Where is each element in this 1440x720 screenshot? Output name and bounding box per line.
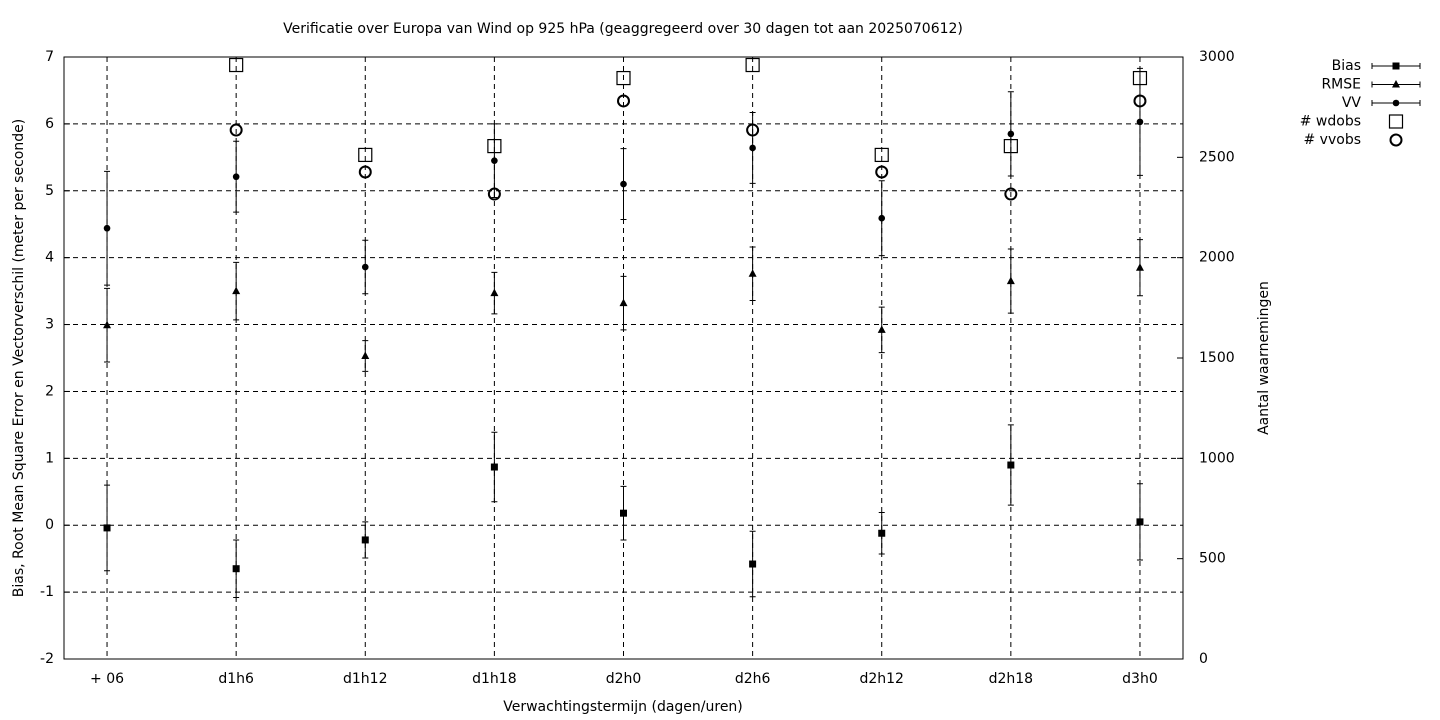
y2-tick-label: 500 (1199, 551, 1226, 567)
legend-label: RMSE (1321, 77, 1361, 93)
x-axis-label: Verwachtingstermijn (dagen/uren) (503, 699, 743, 715)
marker-square (232, 565, 240, 573)
x-tick-label: d1h18 (472, 671, 516, 687)
y-tick-label: -1 (40, 584, 54, 600)
marker-square (620, 509, 627, 517)
y-axis-label: Bias, Root Mean Square Error en Vectorve… (11, 119, 27, 597)
y2-tick-label: 1500 (1199, 350, 1235, 366)
marker-open-circle (487, 187, 501, 201)
y2-tick-label: 0 (1199, 651, 1208, 667)
marker-open-square (874, 147, 889, 163)
y2-tick-label: 3000 (1199, 49, 1235, 65)
x-tick-label: + 06 (90, 671, 124, 687)
marker-triangle (232, 286, 241, 295)
x-tick-label: d2h6 (735, 671, 771, 687)
marker-square (1136, 518, 1144, 526)
marker-open-circle (1133, 94, 1147, 108)
y2-tick-label: 1000 (1199, 450, 1235, 466)
legend-marker (1389, 133, 1403, 147)
marker-circle (361, 263, 369, 271)
marker-open-square (745, 57, 760, 73)
marker-open-circle (746, 123, 760, 137)
legend-marker (1392, 62, 1400, 70)
legend-label: # wdobs (1300, 114, 1361, 130)
marker-square (749, 560, 757, 568)
marker-open-circle (229, 123, 243, 137)
marker-open-circle (358, 165, 372, 179)
marker-circle (1136, 118, 1144, 126)
marker-square (878, 529, 886, 537)
marker-triangle (619, 298, 628, 307)
marker-triangle (361, 351, 370, 359)
legend-marker (1392, 80, 1400, 88)
y-tick-label: 4 (45, 250, 54, 266)
marker-triangle (1135, 263, 1144, 271)
x-tick-label: d2h0 (606, 671, 642, 687)
marker-circle (620, 180, 627, 188)
marker-circle (749, 144, 756, 152)
y-tick-label: 6 (45, 116, 54, 132)
marker-open-square (616, 70, 631, 86)
marker-square (361, 536, 369, 544)
marker-square (490, 463, 498, 471)
marker-square (103, 524, 111, 532)
y2-tick-label: 2000 (1199, 250, 1235, 266)
marker-open-square (229, 57, 244, 73)
marker-circle (103, 224, 111, 232)
legend-label: Bias (1332, 58, 1361, 74)
marker-open-square (487, 138, 502, 154)
marker-open-square (1132, 70, 1148, 86)
marker-triangle (748, 269, 757, 277)
marker-circle (878, 214, 886, 222)
y-tick-label: 7 (45, 49, 54, 65)
marker-circle (232, 173, 240, 181)
x-tick-label: d1h6 (218, 671, 254, 687)
legend-marker (1392, 99, 1400, 107)
marker-open-circle (875, 165, 889, 179)
y-tick-label: 0 (45, 517, 54, 533)
marker-open-circle (1004, 187, 1018, 201)
y-tick-label: -2 (40, 651, 54, 667)
marker-open-square (358, 147, 373, 163)
x-tick-label: d1h12 (343, 671, 387, 687)
y-tick-label: 1 (45, 450, 54, 466)
x-tick-label: d2h18 (989, 671, 1033, 687)
legend-label: # vvobs (1304, 132, 1362, 148)
marker-circle (491, 157, 498, 164)
marker-triangle (877, 325, 886, 333)
marker-square (1007, 461, 1015, 469)
x-tick-label: d3h0 (1122, 671, 1158, 687)
marker-circle (1007, 130, 1015, 138)
y-tick-label: 2 (45, 383, 54, 399)
y2-tick-label: 2500 (1199, 149, 1235, 165)
y2-axis-label: Aantal waarnemingen (1256, 281, 1272, 435)
marker-triangle (490, 288, 499, 297)
y-tick-label: 5 (45, 183, 54, 199)
x-tick-label: d2h12 (859, 671, 903, 687)
marker-triangle (1006, 276, 1015, 285)
legend-marker (1388, 114, 1404, 129)
marker-triangle (103, 320, 112, 329)
marker-open-square (1003, 138, 1018, 154)
chart-title: Verificatie over Europa van Wind op 925 … (283, 21, 963, 37)
y-tick-label: 3 (45, 317, 54, 333)
legend-label: VV (1342, 95, 1362, 111)
marker-open-circle (617, 94, 630, 108)
